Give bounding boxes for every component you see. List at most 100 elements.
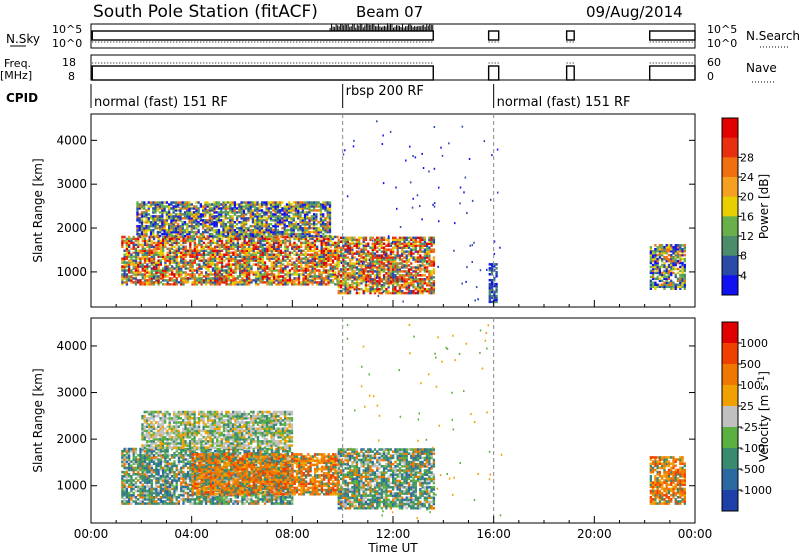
data-cell <box>277 239 280 243</box>
data-cell <box>421 289 424 293</box>
data-cell <box>226 221 230 224</box>
data-cell <box>284 259 287 262</box>
data-cell <box>213 224 216 228</box>
data-cell <box>360 272 363 275</box>
data-cell <box>265 203 268 206</box>
data-cell <box>308 203 311 206</box>
data-cell <box>165 230 169 234</box>
colorbar-label: Power [dB] <box>757 174 771 239</box>
data-cell <box>141 456 144 459</box>
data-cell <box>121 470 124 474</box>
data-cell <box>123 275 126 278</box>
data-cell <box>157 470 160 474</box>
data-cell <box>166 253 169 256</box>
data-cell <box>254 271 258 274</box>
data-cell <box>254 283 258 286</box>
data-cell <box>174 213 178 216</box>
data-cell <box>268 249 271 253</box>
data-cell <box>428 170 430 173</box>
data-cell <box>339 254 343 257</box>
data-cell <box>208 224 212 228</box>
data-cell <box>419 286 421 289</box>
data-cell <box>134 472 138 476</box>
data-cell <box>137 271 140 274</box>
data-cell <box>676 283 680 287</box>
data-cell <box>205 273 208 276</box>
data-cell <box>299 203 302 206</box>
data-cell <box>123 502 126 505</box>
data-cell <box>159 263 163 266</box>
data-cell <box>216 267 219 270</box>
data-cell <box>250 241 253 245</box>
data-cell <box>206 226 209 230</box>
data-cell <box>168 207 171 210</box>
colorbar-tick-label: 8 <box>740 250 747 263</box>
data-cell <box>267 228 270 232</box>
data-cell <box>209 243 212 247</box>
data-cell <box>130 271 133 274</box>
data-cell <box>193 255 196 258</box>
data-cell <box>159 239 163 243</box>
data-cell <box>147 213 150 216</box>
data-cell <box>238 263 242 266</box>
data-cell <box>254 207 257 210</box>
data-cell <box>154 207 157 210</box>
data-cell <box>454 222 456 225</box>
data-cell <box>157 237 160 241</box>
data-cell <box>325 277 328 280</box>
data-cell <box>157 245 160 249</box>
data-cell <box>152 495 156 499</box>
data-cell <box>263 253 267 256</box>
data-cell <box>134 447 138 451</box>
data-cell <box>313 263 317 266</box>
data-cell <box>412 278 415 281</box>
data-cell <box>222 224 225 228</box>
data-cell <box>311 263 314 266</box>
data-cell <box>432 280 436 283</box>
data-cell <box>405 238 408 242</box>
data-cell <box>222 215 225 218</box>
data-cell <box>342 272 345 275</box>
data-cell <box>674 244 677 247</box>
data-cell <box>260 230 264 234</box>
data-cell <box>155 275 158 278</box>
data-cell <box>313 279 317 282</box>
data-cell <box>171 259 174 262</box>
data-cell <box>123 498 126 501</box>
data-cell <box>170 228 173 232</box>
data-cell <box>164 259 167 262</box>
data-cell <box>373 252 377 255</box>
data-cell <box>204 228 207 232</box>
data-cell <box>364 266 368 269</box>
data-cell <box>143 493 147 497</box>
data-cell <box>493 240 496 243</box>
data-cell <box>661 253 664 257</box>
data-cell <box>676 246 680 249</box>
data-cell <box>182 239 185 243</box>
data-cell <box>130 498 133 501</box>
data-cell <box>401 283 404 287</box>
data-cell <box>155 495 158 499</box>
data-cell <box>195 201 198 204</box>
data-cell <box>302 281 305 284</box>
data-cell <box>301 201 304 204</box>
data-cell <box>394 258 397 261</box>
data-cell <box>211 207 214 210</box>
data-cell <box>342 238 345 242</box>
data-cell <box>216 257 219 260</box>
data-cell <box>125 283 129 286</box>
data-cell <box>137 475 140 478</box>
data-cell <box>362 276 365 279</box>
nsky-strip: N.Sky 10^5 10^0 10^5 10^0 N.Search <box>6 23 800 50</box>
data-cell <box>403 246 406 249</box>
data-cell <box>121 477 124 480</box>
data-cell <box>263 273 267 276</box>
data-cell <box>172 201 175 204</box>
data-cell <box>304 251 307 254</box>
data-cell <box>348 244 352 247</box>
data-cell <box>199 217 203 220</box>
data-cell <box>269 230 273 234</box>
data-cell <box>303 205 307 208</box>
data-cell <box>258 219 261 222</box>
data-cell <box>394 274 397 277</box>
